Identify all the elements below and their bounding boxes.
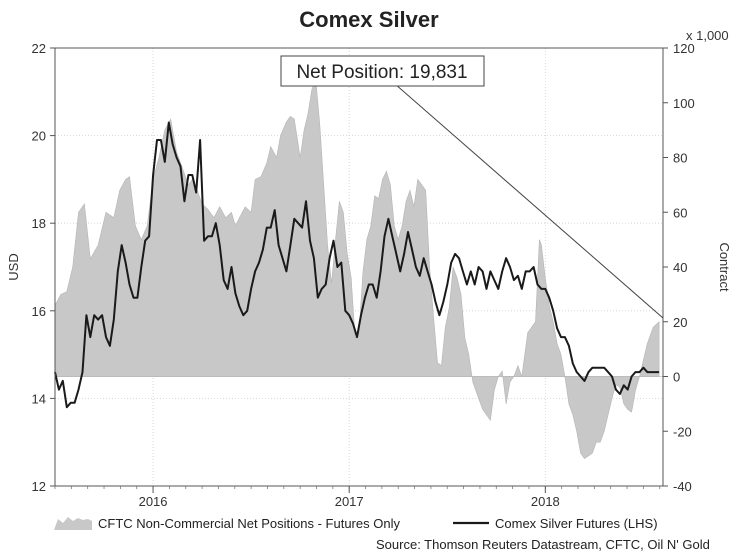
left-tick-label: 12 — [32, 479, 46, 494]
right-tick-label: 40 — [673, 260, 687, 275]
right-axis-unit: x 1,000 — [686, 28, 729, 43]
right-tick-label: 0 — [673, 370, 680, 385]
legend: CFTC Non-Commercial Net Positions - Futu… — [54, 516, 658, 531]
line-series-layer — [54, 121, 660, 409]
x-tick-label: 2016 — [139, 494, 168, 509]
left-tick-label: 14 — [32, 391, 46, 406]
right-tick-label: 120 — [673, 41, 695, 56]
right-tick-label: 60 — [673, 205, 687, 220]
legend-line-label: Comex Silver Futures (LHS) — [495, 516, 658, 531]
silver-price-line — [54, 121, 660, 409]
right-tick-label: -20 — [673, 424, 692, 439]
right-tick-label: 20 — [673, 315, 687, 330]
legend-area-label: CFTC Non-Commercial Net Positions - Futu… — [98, 516, 400, 531]
left-axis: 12 14 16 18 20 22 — [32, 41, 55, 494]
x-axis: 2016 2017 2018 — [54, 486, 661, 509]
source-note: Source: Thomson Reuters Datastream, CFTC… — [376, 537, 710, 552]
right-axis: -40 -20 0 20 40 60 80 100 120 — [663, 41, 695, 494]
right-tick-label: 100 — [673, 96, 695, 111]
x-tick-label: 2018 — [531, 494, 560, 509]
right-tick-label: -40 — [673, 479, 692, 494]
left-tick-label: 16 — [32, 304, 46, 319]
chart-title: Comex Silver — [299, 7, 439, 32]
callout-label: Net Position: 19,831 — [296, 62, 467, 83]
legend-area-swatch — [54, 517, 92, 530]
left-axis-title: USD — [6, 253, 21, 280]
right-tick-label: 80 — [673, 151, 687, 166]
callout-leader-line — [394, 83, 664, 319]
callout-box — [280, 55, 485, 87]
left-tick-label: 20 — [32, 129, 46, 144]
x-tick-label: 2017 — [335, 494, 364, 509]
left-tick-label: 22 — [32, 41, 46, 56]
right-axis-title: Contract — [717, 242, 732, 292]
left-tick-label: 18 — [32, 216, 46, 231]
